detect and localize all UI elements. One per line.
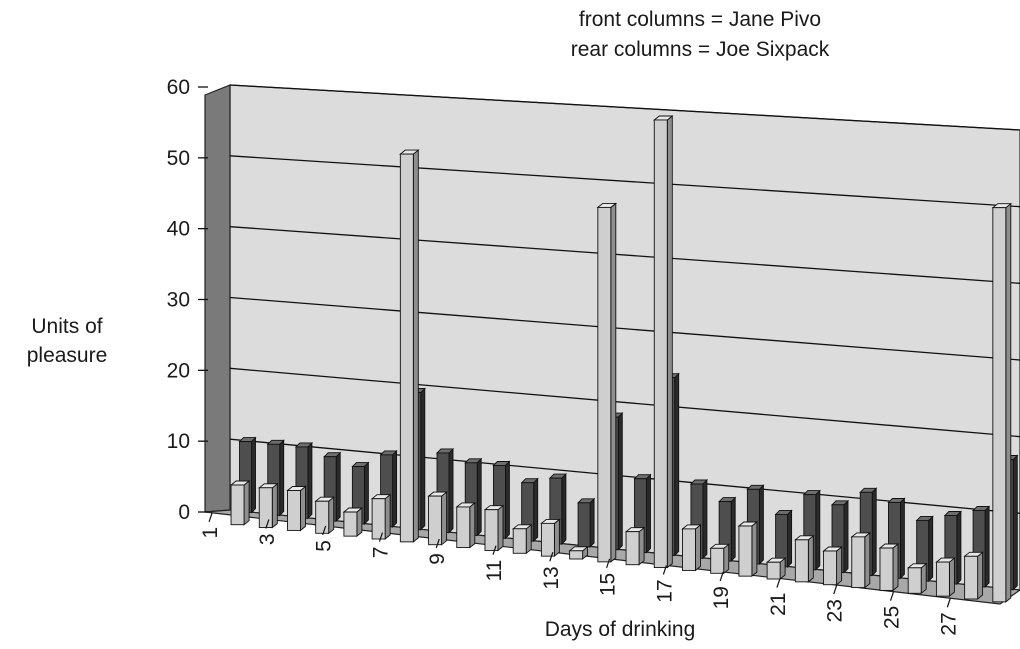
x-tick-label: 25 bbox=[880, 606, 903, 629]
front-bar bbox=[483, 504, 505, 552]
x-tick-label: 27 bbox=[937, 612, 960, 635]
front-bar bbox=[596, 202, 618, 563]
y-tick-label: 10 bbox=[167, 430, 190, 453]
front-bar bbox=[653, 115, 674, 569]
front-bar bbox=[229, 480, 251, 526]
front-bar bbox=[427, 491, 448, 546]
front-bar bbox=[822, 546, 843, 586]
front-bar bbox=[681, 523, 702, 572]
x-tick-label: 5 bbox=[313, 540, 336, 552]
y-tick-label: 30 bbox=[167, 289, 190, 312]
y-tick-label: 0 bbox=[178, 501, 190, 524]
front-bar bbox=[370, 493, 392, 540]
x-axis-title: Days of drinking bbox=[544, 618, 696, 641]
front-bar bbox=[342, 507, 364, 538]
x-tick-mark bbox=[889, 591, 895, 601]
x-tick-mark bbox=[662, 565, 667, 575]
rear-bar bbox=[577, 497, 596, 548]
front-bar bbox=[511, 523, 533, 555]
gridline bbox=[229, 367, 1020, 438]
x-tick-mark bbox=[776, 578, 781, 588]
front-bar bbox=[568, 545, 589, 560]
front-bar bbox=[455, 501, 477, 549]
front-bar bbox=[963, 551, 984, 600]
front-bar bbox=[399, 149, 420, 543]
x-tick-mark bbox=[719, 571, 724, 582]
front-bar bbox=[991, 202, 1013, 603]
x-tick-label: 3 bbox=[256, 533, 279, 545]
x-tick-label: 17 bbox=[653, 579, 676, 602]
front-bar bbox=[878, 543, 900, 592]
front-bar bbox=[258, 482, 279, 529]
front-bar bbox=[794, 534, 815, 583]
x-tick-mark bbox=[208, 512, 213, 523]
side-wall bbox=[204, 84, 231, 513]
gridline bbox=[229, 226, 1020, 284]
front-bar bbox=[314, 496, 335, 535]
x-tick-mark bbox=[265, 519, 270, 529]
x-tick-mark bbox=[549, 552, 554, 562]
y-tick-label: 20 bbox=[167, 359, 190, 382]
y-tick-label: 60 bbox=[167, 76, 190, 99]
x-tick-label: 11 bbox=[483, 560, 506, 582]
x-tick-mark bbox=[946, 598, 951, 608]
x-tick-mark bbox=[833, 584, 838, 595]
gridlines bbox=[229, 84, 1020, 514]
front-series-bars bbox=[229, 115, 1013, 603]
x-tick-mark bbox=[378, 532, 384, 542]
front-bar bbox=[286, 485, 307, 532]
y-axis-title-line-2: pleasure bbox=[26, 344, 108, 367]
front-bar bbox=[850, 531, 872, 589]
front-bar bbox=[765, 557, 787, 580]
front-bar bbox=[935, 557, 956, 598]
y-axis-ticks: 0 10 20 30 40 50 60 bbox=[167, 76, 208, 524]
x-tick-label: 1 bbox=[199, 527, 222, 539]
x-tick-mark bbox=[492, 545, 497, 555]
x-tick-label: 19 bbox=[710, 586, 733, 609]
front-bar bbox=[737, 521, 759, 578]
front-bar bbox=[709, 543, 730, 575]
annotation-rear: rear columns = Joe Sixpack bbox=[570, 38, 830, 61]
front-bar bbox=[906, 562, 928, 595]
annotation-front: front columns = Jane Pivo bbox=[578, 8, 822, 31]
x-tick-label: 13 bbox=[540, 566, 563, 589]
gridline bbox=[229, 155, 1020, 208]
x-tick-label: 7 bbox=[370, 547, 393, 559]
x-tick-label: 23 bbox=[824, 599, 847, 622]
y-tick-label: 50 bbox=[167, 147, 190, 170]
x-tick-mark bbox=[606, 558, 611, 569]
x-tick-label: 15 bbox=[597, 573, 620, 596]
gridline bbox=[229, 84, 1020, 131]
y-axis-title: Units of pleasure bbox=[8, 312, 126, 370]
x-tick-label: 21 bbox=[767, 593, 790, 616]
x-tick-mark bbox=[435, 538, 440, 549]
rear-bar bbox=[802, 489, 821, 571]
front-bar bbox=[624, 526, 646, 566]
front-bar bbox=[540, 518, 561, 558]
y-tick-label: 40 bbox=[167, 218, 190, 241]
rear-bar bbox=[774, 509, 793, 568]
x-tick-label: 9 bbox=[426, 553, 449, 565]
gridline bbox=[229, 296, 1020, 361]
x-tick-mark bbox=[322, 525, 327, 536]
gridline bbox=[229, 438, 1020, 514]
y-axis-title-line-1: Units of bbox=[31, 315, 103, 338]
